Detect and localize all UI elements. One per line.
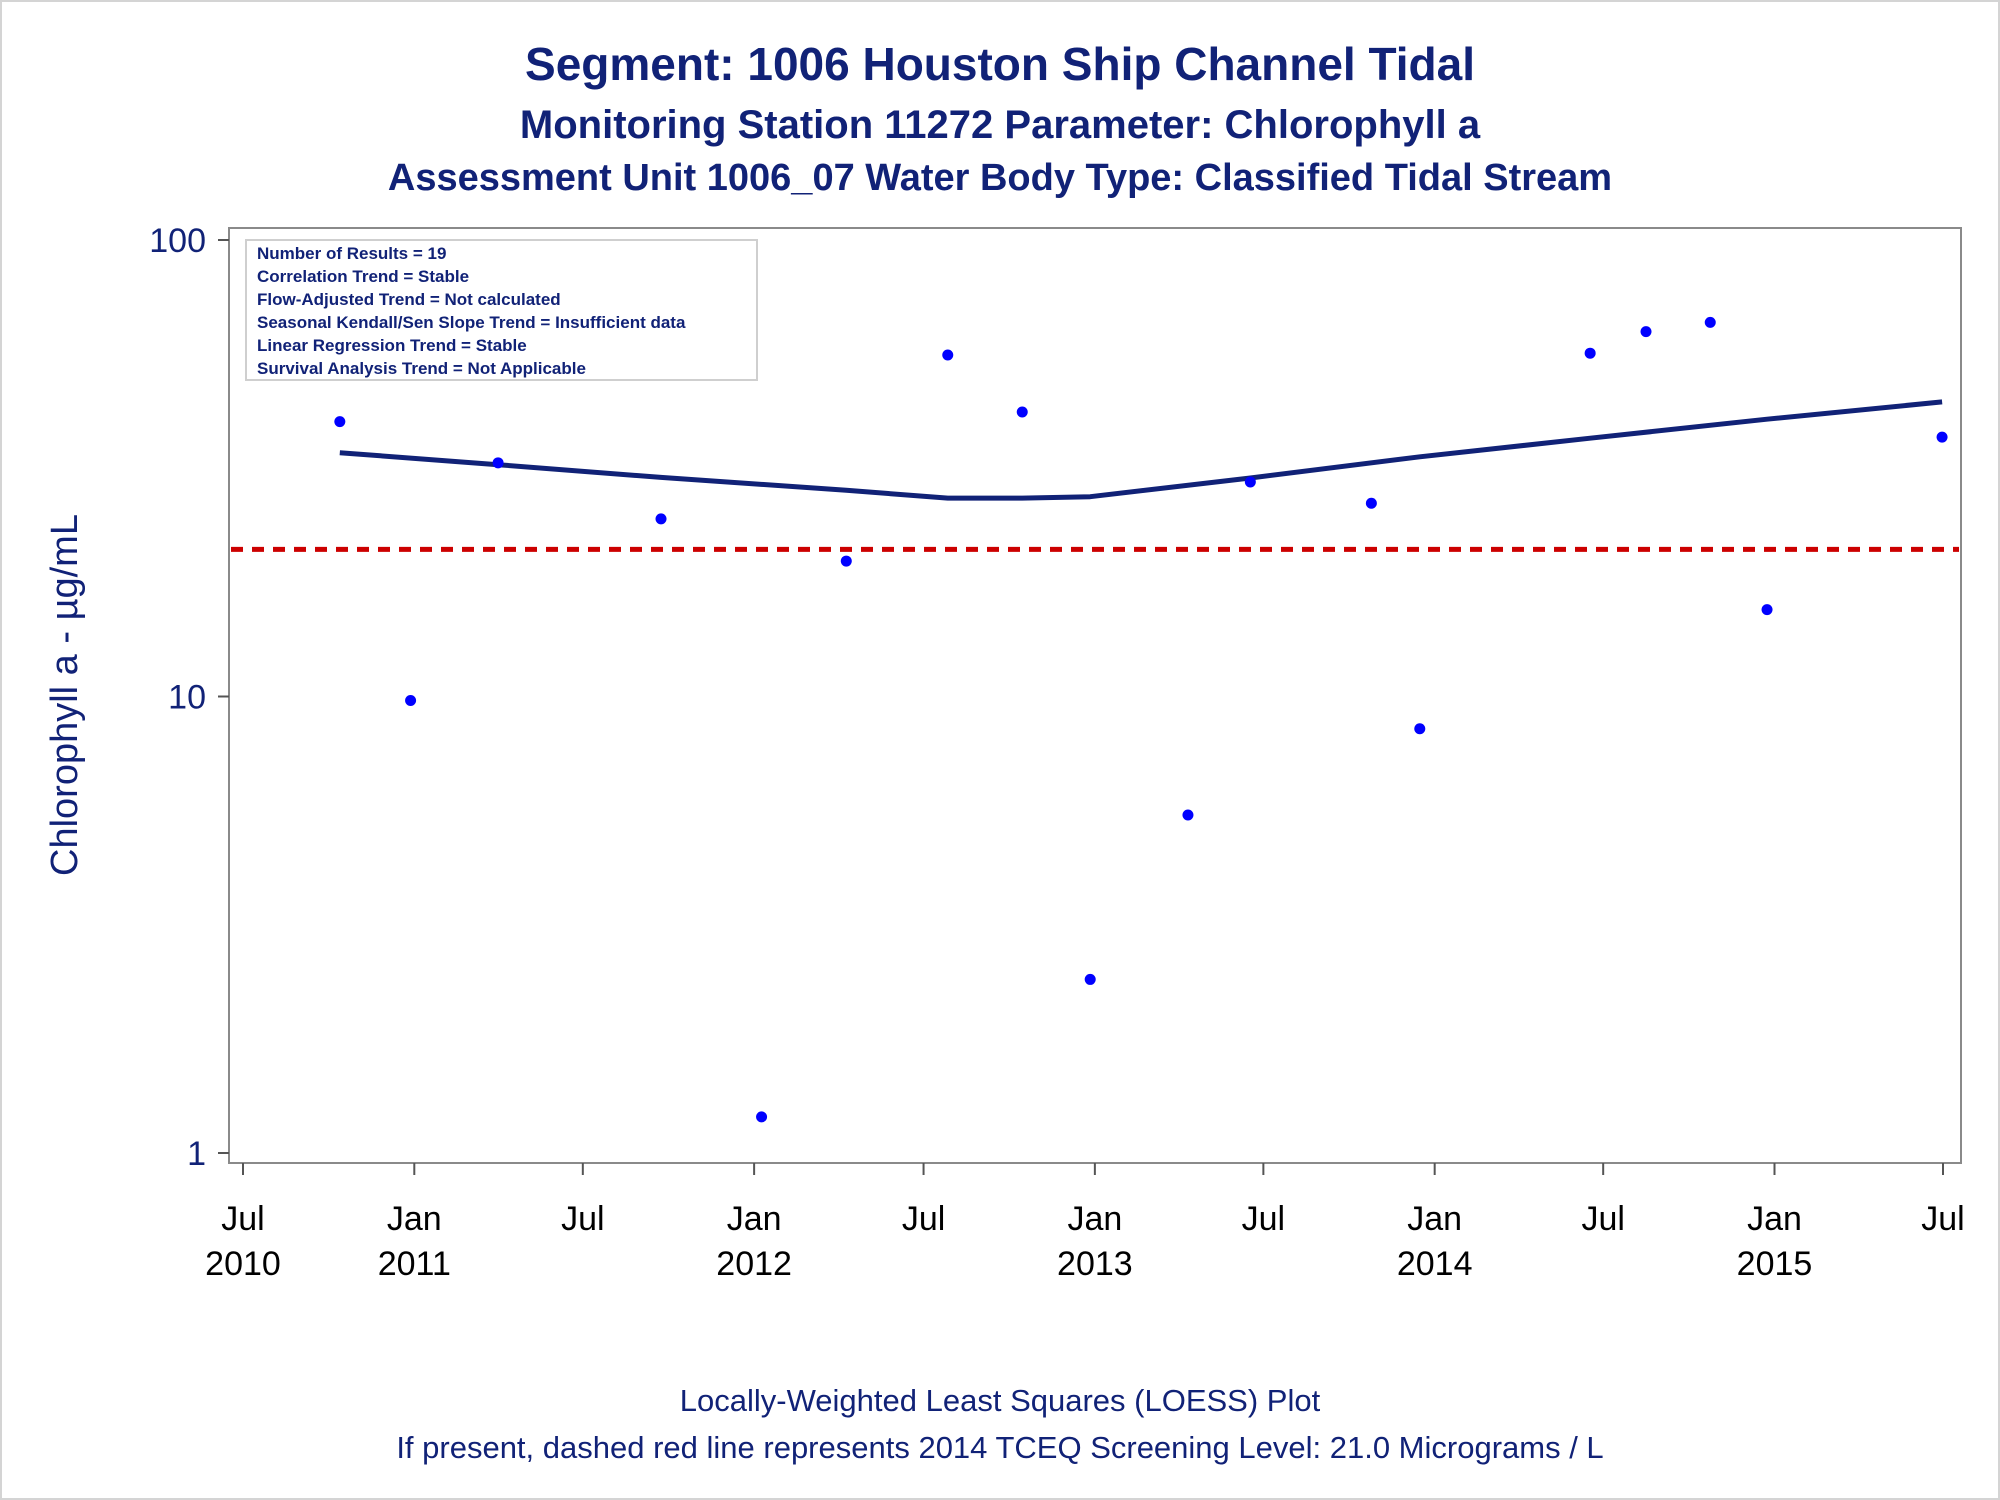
x-tick-label: Jan (1747, 1200, 1802, 1238)
x-tick-label: Jul (1581, 1200, 1624, 1238)
stats-survival-analysis: Survival Analysis Trend = Not Applicable (257, 359, 586, 378)
y-tick-label: 1 (187, 1135, 206, 1173)
data-point (1936, 431, 1948, 443)
data-point (1584, 347, 1596, 359)
stats-results: Number of Results = 19 (257, 244, 446, 263)
data-point (1244, 476, 1256, 488)
x-tick-year-label: 2014 (1397, 1245, 1473, 1283)
x-tick-label: Jul (1921, 1200, 1964, 1238)
loess-line (339, 399, 1943, 501)
stats-inset-box (245, 239, 758, 381)
data-point (840, 555, 852, 567)
x-tick-label: Jan (1407, 1200, 1462, 1238)
data-point (756, 1111, 768, 1123)
chart-marks (231, 302, 1959, 1123)
x-tick-label: Jul (561, 1200, 604, 1238)
data-point (1414, 723, 1426, 735)
data-point (1761, 604, 1773, 616)
data-point (1365, 497, 1377, 509)
data-point (942, 349, 954, 361)
stats-flow-adjusted: Flow-Adjusted Trend = Not calculated (257, 290, 561, 309)
x-tick-year-label: 2013 (1057, 1245, 1133, 1283)
data-point (1704, 316, 1716, 328)
x-tick-label: Jan (727, 1200, 782, 1238)
data-point (1640, 326, 1652, 338)
y-tick-label: 10 (168, 679, 206, 717)
data-point (405, 695, 417, 707)
data-point (655, 513, 667, 525)
stats-seasonal-kendall: Seasonal Kendall/Sen Slope Trend = Insuf… (257, 313, 686, 332)
x-tick-label: Jul (221, 1200, 264, 1238)
x-tick-year-label: 2010 (205, 1245, 281, 1283)
data-point (1084, 973, 1096, 985)
y-axis: 1 10 100 (149, 222, 229, 1173)
footnote-loess: Locally-Weighted Least Squares (LOESS) P… (680, 1383, 1321, 1418)
stats-inset: Number of Results = 19 Correlation Trend… (245, 239, 758, 381)
footnote-screening: If present, dashed red line represents 2… (396, 1430, 1603, 1465)
chart-subtitle: Monitoring Station 11272 Parameter: Chlo… (520, 103, 1481, 147)
x-tick-label: Jan (387, 1200, 442, 1238)
x-tick-label: Jul (1242, 1200, 1285, 1238)
x-tick-label: Jul (902, 1200, 945, 1238)
x-tick-label: Jan (1067, 1200, 1122, 1238)
x-axis: Jul 2010 Jan 2011 Jul Jan 2012 Jul Jan 2013 Jul Jan… (205, 1163, 1965, 1283)
x-tick-year-label: 2012 (716, 1245, 792, 1283)
data-point (492, 457, 504, 469)
stats-correlation: Correlation Trend = Stable (257, 267, 469, 286)
chart-subtitle-2: Assessment Unit 1006_07 Water Body Type:… (388, 157, 1612, 199)
chart-title: Segment: 1006 Houston Ship Channel Tidal (525, 38, 1475, 90)
x-tick-year-label: 2011 (378, 1245, 451, 1283)
data-point (1016, 406, 1028, 418)
data-point (334, 416, 346, 428)
y-axis-label: Chlorophyll a - µg/mL (44, 514, 86, 876)
y-tick-label: 100 (149, 222, 206, 260)
x-tick-year-label: 2015 (1737, 1245, 1813, 1283)
stats-linear-regression: Linear Regression Trend = Stable (257, 336, 527, 355)
data-point (1182, 809, 1194, 821)
